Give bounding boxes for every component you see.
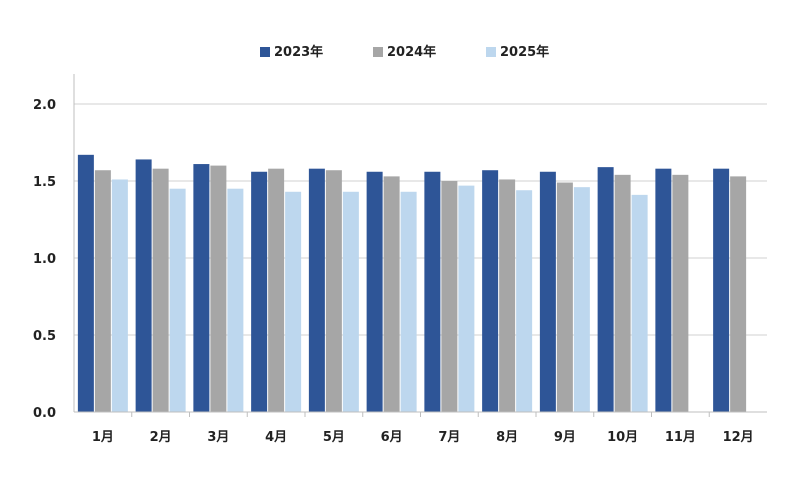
bar xyxy=(499,179,516,412)
bar xyxy=(135,159,152,412)
gridlines xyxy=(74,103,767,336)
legend-swatch xyxy=(260,47,270,57)
bar xyxy=(539,171,556,412)
x-tick-label: 12月 xyxy=(723,430,754,445)
x-tick-label: 9月 xyxy=(554,430,576,445)
bar xyxy=(730,176,747,412)
bar xyxy=(383,176,400,412)
y-tick-label: 1.5 xyxy=(33,175,56,190)
y-tick-label: 0.5 xyxy=(33,329,56,344)
bar xyxy=(458,185,475,412)
y-tick-label: 1.0 xyxy=(33,252,56,267)
bar xyxy=(308,168,325,412)
bar xyxy=(94,170,111,412)
legend-label: 2023年 xyxy=(274,44,323,60)
bar xyxy=(655,168,672,412)
bar xyxy=(193,164,210,412)
y-tick-label: 2.0 xyxy=(33,98,56,113)
legend-swatch xyxy=(486,47,496,57)
bar xyxy=(285,191,302,412)
bars xyxy=(77,154,747,412)
x-tick-labels: 1月 2月 3月 4月 5月 6月 7月 8月 9月 10月 11月 12月 xyxy=(92,430,754,445)
x-tick-label: 1月 xyxy=(92,430,114,445)
axes xyxy=(73,74,767,417)
x-tick-label: 6月 xyxy=(381,430,403,445)
x-tick-label: 3月 xyxy=(207,430,229,445)
bar xyxy=(152,168,169,412)
bar xyxy=(672,174,689,412)
bar xyxy=(573,187,590,412)
x-tick-label: 4月 xyxy=(265,430,287,445)
x-tick-label: 11月 xyxy=(665,430,696,445)
bar xyxy=(424,171,441,412)
y-tick-labels: 0.0 0.5 1.0 1.5 2.0 xyxy=(33,98,56,421)
x-tick-label: 2月 xyxy=(150,430,172,445)
bar xyxy=(169,188,186,412)
bar xyxy=(597,167,614,412)
bar xyxy=(77,154,94,412)
x-tick-label: 5月 xyxy=(323,430,345,445)
x-tick-label: 10月 xyxy=(607,430,638,445)
bar xyxy=(251,171,268,412)
legend-swatch xyxy=(373,47,383,57)
bar xyxy=(268,168,285,412)
bar xyxy=(342,191,359,412)
bar xyxy=(713,168,730,412)
bar xyxy=(482,170,499,412)
bar xyxy=(325,170,342,412)
x-tick-label: 7月 xyxy=(438,430,460,445)
bar xyxy=(366,171,383,412)
bar xyxy=(614,174,631,412)
legend-label: 2024年 xyxy=(387,44,436,60)
bar xyxy=(556,182,573,412)
bar xyxy=(441,181,458,412)
bar xyxy=(111,179,128,412)
y-tick-label: 0.0 xyxy=(33,406,56,421)
legend: 2023年 2024年 2025年 xyxy=(260,44,549,60)
legend-label: 2025年 xyxy=(500,44,549,60)
bar xyxy=(516,190,533,412)
bar xyxy=(631,194,648,412)
bar xyxy=(400,191,417,412)
x-tick-label: 8月 xyxy=(496,430,518,445)
bar xyxy=(210,165,227,412)
bar xyxy=(227,188,244,412)
